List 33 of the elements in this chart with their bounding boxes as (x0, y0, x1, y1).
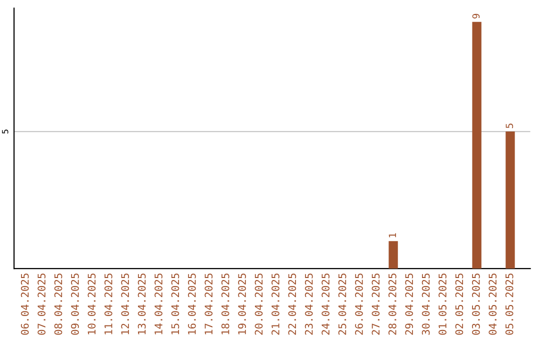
x-tick-label: 16.04.2025 (188, 274, 196, 334)
data-label: 1 (388, 233, 396, 238)
x-tick-label: 02.05.2025 (455, 274, 464, 335)
x-tick-label: 07.04.2025 (38, 274, 46, 335)
x-tick-label: 23.04.2025 (304, 274, 313, 335)
x-tick-label: 13.04.2025 (138, 274, 146, 334)
x-tick-label: 29.04.2025 (405, 274, 414, 335)
data-label: 5 (506, 124, 514, 128)
x-tick-label: 03.05.2025 (472, 274, 480, 335)
x-tick-label: 12.04.2025 (121, 274, 130, 334)
x-tick-label: 18.04.2025 (221, 274, 230, 334)
x-tick-label: 28.04.2025 (388, 274, 396, 335)
x-tick-label: 22.04.2025 (288, 274, 296, 335)
x-tick-label: 15.04.2025 (171, 274, 180, 334)
x-tick-label: 11.04.2025 (104, 274, 112, 334)
x-tick-label: 17.04.2025 (204, 274, 213, 334)
x-tick-label: 27.04.2025 (372, 274, 380, 335)
x-tick-label: 10.04.2025 (88, 274, 96, 334)
x-tick-label: 24.04.2025 (322, 274, 330, 335)
data-label: 9 (472, 14, 480, 18)
x-tick-label: 08.04.2025 (54, 274, 62, 335)
x-tick-label: 05.05.2025 (505, 274, 514, 335)
x-tick-label: 19.04.2025 (238, 274, 246, 334)
x-tick-label: 14.04.2025 (154, 274, 162, 334)
x-tick-label: 04.05.2025 (488, 274, 497, 335)
x-tick-label: 20.04.2025 (254, 274, 263, 335)
x-tick-label: 01.05.2025 (438, 274, 446, 335)
x-tick-label: 21.04.2025 (272, 274, 280, 335)
x-tick-label: 06.04.2025 (20, 274, 29, 335)
x-tick-label: 09.04.2025 (71, 274, 79, 335)
x-tick-label: 26.04.2025 (355, 274, 363, 335)
x-tick-label: 30.04.2025 (422, 274, 430, 335)
x-tick-label: 25.04.2025 (338, 274, 346, 335)
